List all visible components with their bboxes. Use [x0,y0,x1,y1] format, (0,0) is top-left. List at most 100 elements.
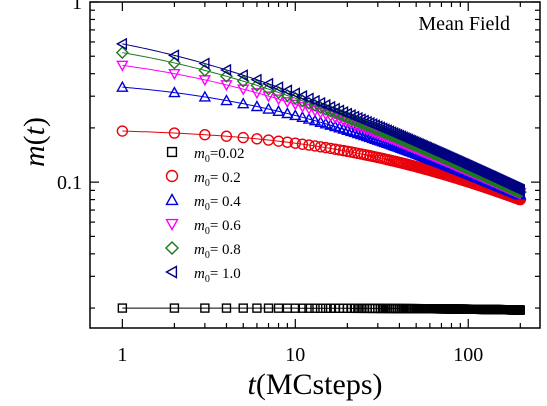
y-tick-label: 0.1 [57,172,82,194]
data-point [251,133,263,145]
x-tick-label: 10 [285,344,305,366]
data-point [117,303,128,313]
data-point [310,303,320,313]
legend-entry: m0= 0.8 [164,240,241,261]
data-point [238,303,248,313]
data-point [272,94,285,106]
data-point [220,94,233,106]
data-point [351,127,365,139]
data-point [297,303,308,313]
data-point [220,63,232,77]
data-point [513,184,525,197]
data-point [272,81,284,94]
data-point [262,102,275,114]
data-point [168,127,181,139]
data-point [252,303,262,313]
data-point [250,100,264,112]
legend-label: m0= 0.6 [194,218,241,237]
data-point [250,73,262,86]
data-point [288,87,300,100]
data-point [116,80,129,92]
data-point [314,115,327,127]
y-axis-label: m(t) [18,117,51,167]
legend-entry: m0= 0.4 [165,193,241,213]
data-point [198,90,212,102]
data-point [280,84,293,97]
legend-entry: m0= 1.0 [165,265,241,285]
plot-frame [89,1,541,329]
x-tick-label: 100 [453,344,483,366]
data-point [272,135,285,147]
data-point [304,303,314,313]
data-point [354,128,368,140]
data-point [250,88,264,100]
data-point [272,104,285,117]
legend-marker [165,193,179,206]
data-point [237,97,250,109]
data-point [348,126,361,138]
data-point [315,303,326,313]
data-point [281,136,294,148]
data-point [290,303,300,313]
data-point [167,49,180,62]
legend-label: m0= 0.4 [194,194,241,213]
series-square [117,303,525,315]
data-point [115,46,129,60]
data-point [333,144,346,156]
data-point [309,140,321,152]
x-axis-label: t(MCsteps) [247,368,382,401]
data-point [273,303,284,313]
annotation-label: Mean Field [418,13,510,35]
legend: m0=0.02 m0= 0.2 m0= 0.4 m0= 0.6 m0= 0.8 m0= 1… [164,146,245,285]
data-point [344,124,358,137]
data-point [237,84,250,96]
data-point [281,97,294,109]
data-point [281,107,294,119]
data-point [167,56,181,70]
legend-marker [166,146,178,158]
data-point [169,303,180,313]
data-point [289,99,302,111]
data-point [303,139,315,151]
data-point [289,109,302,121]
legend-label: m0= 0.2 [194,170,241,189]
legend-marker [165,218,179,231]
data-point [199,129,211,141]
data-series [115,37,527,315]
data-point [262,91,275,103]
data-point [237,131,249,144]
data-point [115,37,128,51]
data-point [221,303,232,313]
data-point [116,125,129,137]
data-point [116,60,129,72]
legend-label: m0= 0.8 [194,242,241,261]
data-point [357,129,371,141]
data-point [308,114,322,126]
data-point [302,112,316,124]
data-point [296,89,308,103]
legend-marker [165,265,178,279]
data-point [324,142,337,155]
data-point [168,86,181,98]
legend-entry: m0= 0.2 [165,169,241,189]
x-tick-label: 1 [117,344,127,366]
data-point [321,303,331,313]
data-point [262,77,274,90]
data-point [329,143,341,155]
legend-marker [165,169,179,183]
legend-label: m0= 1.0 [194,266,241,285]
data-point [289,137,301,149]
data-point [263,303,274,313]
axes: 1 10 100 0.1 1 [57,0,540,366]
data-point [515,305,525,315]
data-point [296,110,309,123]
legend-label: m0=0.02 [194,146,245,165]
series-triangle-left [115,37,525,197]
data-point [236,69,248,82]
data-point [337,144,350,157]
legend-entry: m0=0.02 [166,146,245,165]
data-point [200,303,210,313]
data-point [198,57,210,70]
legend-marker [164,240,180,256]
y-tick-label: 1 [72,0,82,14]
